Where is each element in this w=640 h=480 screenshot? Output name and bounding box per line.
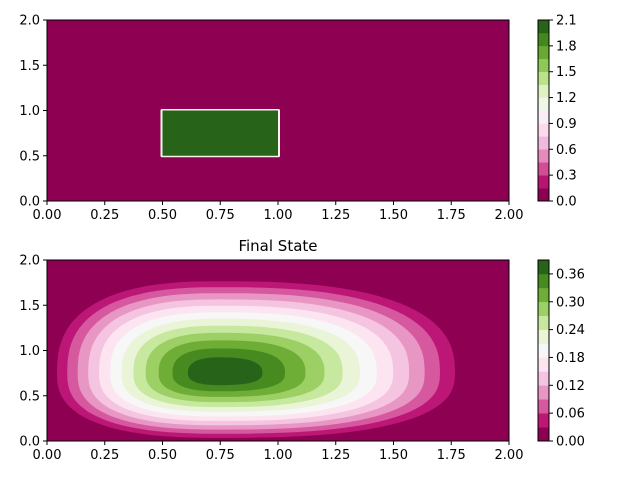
colorbar-band — [538, 84, 549, 98]
colorbar: 0.00 0.06 0.12 0.18 0.24 0.30 0.36 — [537, 259, 585, 450]
colorbar-tick-label: 2.1 — [556, 14, 577, 29]
final-state-field — [47, 260, 509, 441]
initial-state-plot: 0.00 0.25 0.50 0.75 1.00 1.25 1.50 1.75 2.000.00… — [19, 14, 576, 224]
y-tick-label: 2.0 — [19, 14, 40, 29]
colorbar-tick-label: 0.12 — [556, 379, 585, 394]
x-tick-label: 1.50 — [379, 208, 408, 223]
x-tick-label: 1.50 — [379, 448, 408, 463]
y-tick-label: 1.5 — [19, 59, 40, 74]
x-tick-label: 0.00 — [33, 208, 62, 223]
x-tick-label: 0.25 — [90, 448, 119, 463]
colorbar-tick-label: 0.3 — [556, 169, 577, 184]
x-tick-label: 0.75 — [206, 208, 235, 223]
x-tick-label: 1.75 — [437, 448, 466, 463]
colorbar-tick-label: 0.00 — [556, 435, 585, 450]
axes: 0.00 0.25 0.50 0.75 1.00 1.25 1.50 1.75 2.00 0.0 0… — [19, 14, 523, 224]
colorbar-band — [538, 32, 549, 47]
colorbar-tick-label: 0.9 — [556, 117, 577, 132]
y-tick-label: 0.0 — [19, 195, 40, 210]
y-tick-label: 0.5 — [19, 389, 40, 404]
colorbar-band — [538, 371, 549, 386]
colorbar-band — [538, 329, 549, 344]
y-tick-label: 0.5 — [19, 149, 40, 164]
y-tick-label: 2.0 — [19, 254, 40, 269]
colorbar-band — [538, 427, 549, 442]
colorbar-band — [538, 315, 549, 330]
colorbar-band — [538, 20, 549, 34]
colorbar: 0.0 0.3 0.6 0.9 1.2 1.5 1.8 2.1 — [537, 14, 577, 210]
x-tick-label: 1.00 — [264, 448, 293, 463]
contour-band — [187, 357, 263, 386]
x-tick-label: 0.50 — [148, 448, 177, 463]
colorbar-tick-label: 0.06 — [556, 407, 585, 422]
chart-title: Final State — [238, 237, 317, 255]
colorbar-frame — [537, 19, 550, 202]
colorbar-band — [538, 260, 549, 275]
colorbar-band — [538, 71, 549, 85]
colorbar-band — [538, 399, 549, 414]
x-tick-label: 0.75 — [206, 448, 235, 463]
axes: 0.00 0.25 0.50 0.75 1.00 1.25 1.50 1.75 2.00 0.0 0… — [19, 254, 523, 464]
colorbar-band — [538, 123, 549, 137]
x-tick-label: 1.75 — [437, 208, 466, 223]
colorbar-band — [538, 413, 549, 428]
x-tick-label: 2.00 — [495, 208, 524, 223]
colorbar-band — [538, 175, 549, 189]
x-tick-label: 0.25 — [90, 208, 119, 223]
colorbar-band — [538, 357, 549, 372]
colorbar-tick-label: 0.30 — [556, 295, 585, 310]
y-tick-label: 0.0 — [19, 435, 40, 450]
colorbar-band — [538, 136, 549, 150]
x-tick-label: 1.00 — [264, 208, 293, 223]
colorbar-band — [538, 301, 549, 316]
colorbar-band — [538, 287, 549, 303]
y-tick-label: 1.0 — [19, 104, 40, 119]
colorbar-band — [538, 385, 549, 400]
colorbar-band — [538, 58, 549, 73]
x-tick-label: 2.00 — [495, 448, 524, 463]
x-tick-label: 1.25 — [321, 208, 350, 223]
colorbar-tick-label: 0.36 — [556, 267, 585, 282]
colorbar-tick-label: 0.18 — [556, 351, 585, 366]
x-tick-label: 1.25 — [321, 448, 350, 463]
colorbar-tick-label: 0.24 — [556, 323, 585, 338]
colorbar-band — [538, 149, 549, 163]
initial-state-field — [47, 20, 509, 201]
colorbar-band — [538, 110, 549, 124]
final-state-plot: Final State 0.00 0.25 0.50 0.75 1.00 1.25 1.50… — [19, 237, 585, 463]
colorbar-band — [538, 273, 549, 289]
colorbar-band — [538, 188, 549, 202]
colorbar-band — [538, 97, 549, 111]
raised-region — [162, 110, 278, 156]
colorbar-tick-label: 1.5 — [556, 65, 577, 80]
colorbar-band — [538, 343, 549, 358]
colorbar-band — [538, 162, 549, 176]
y-tick-label: 1.5 — [19, 299, 40, 314]
colorbar-frame — [537, 259, 550, 442]
colorbar-tick-label: 0.0 — [556, 195, 577, 210]
y-tick-label: 1.0 — [19, 344, 40, 359]
colorbar-tick-label: 1.2 — [556, 91, 577, 106]
colorbar-tick-label: 0.6 — [556, 143, 577, 158]
colorbar-tick-label: 1.8 — [556, 39, 577, 54]
x-tick-label: 0.00 — [33, 448, 62, 463]
colorbar-band — [538, 45, 549, 60]
x-tick-label: 0.50 — [148, 208, 177, 223]
